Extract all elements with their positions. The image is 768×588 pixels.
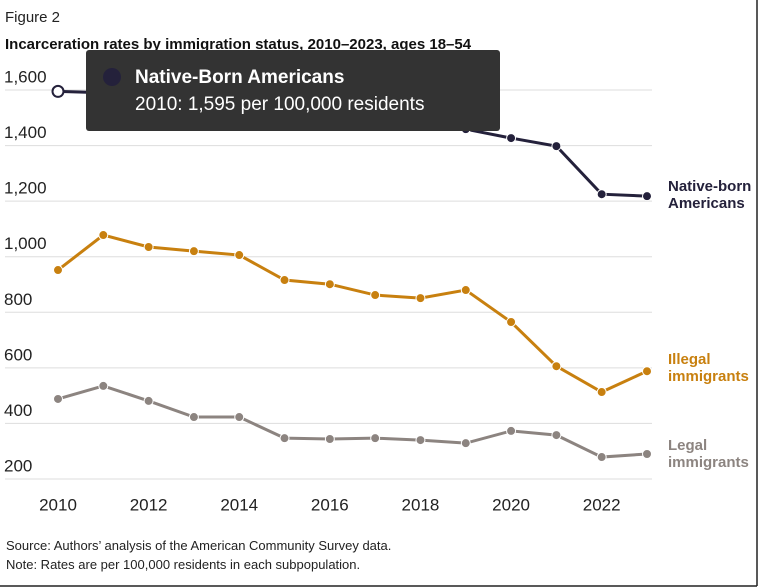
y-tick-label: 1,200 [4,179,47,198]
point [551,141,562,152]
x-tick-label: 2022 [583,495,621,514]
point [324,279,335,290]
tooltip-dot [103,68,121,86]
point [234,412,245,423]
x-tick-label: 2012 [130,495,168,514]
series-line [57,384,648,459]
x-tick-label: 2016 [311,495,349,514]
point [53,265,63,276]
point [234,250,245,261]
x-tick-label: 2020 [492,495,530,514]
source-note: Source: Authors’ analysis of the America… [6,538,392,553]
point [506,425,517,436]
point [551,430,562,441]
point [143,395,154,406]
point [53,393,63,404]
point [506,133,517,144]
point [415,435,426,446]
series-label: Legal immigrants [668,437,749,471]
point [51,84,65,98]
point [506,317,517,328]
point [188,246,199,257]
y-tick-label: 1,000 [4,234,47,253]
point [143,241,154,252]
tooltip-title: Native-Born Americans [135,67,344,88]
point [415,293,426,304]
y-tick-label: 600 [4,345,32,364]
point [460,285,471,296]
y-tick-label: 400 [4,401,32,420]
y-tick-label: 800 [4,290,32,309]
point [551,361,562,372]
series-label: Native-born Americans [668,178,752,212]
tooltip-text: 2010: 1,595 per 100,000 residents [135,94,424,115]
point [370,290,381,301]
point [324,433,335,444]
x-tick-label: 2018 [402,495,440,514]
x-tick-label: 2010 [39,495,77,514]
point [642,366,652,377]
y-tick-label: 1,400 [4,123,47,142]
point [596,189,607,200]
point [279,275,290,286]
point [596,452,607,463]
y-tick-label: 1,600 [4,67,47,86]
series-line [57,233,648,394]
point [98,230,109,241]
point [279,433,290,444]
tooltip: Native-Born Americans 2010: 1,595 per 10… [86,50,500,131]
point [460,438,471,449]
chart-title: Incarceration rates by immigration statu… [5,36,472,53]
point [642,448,652,459]
x-tick-label: 2014 [220,495,258,514]
series-label: Illegal immigrants [668,351,749,385]
point [642,191,652,202]
note: Note: Rates are per 100,000 residents in… [6,557,361,572]
point [370,433,381,444]
tooltip-box [86,50,500,131]
point [98,380,109,391]
point [188,412,199,423]
figure-label: Figure 2 [5,9,60,26]
y-tick-label: 200 [4,456,32,475]
point [596,387,607,398]
